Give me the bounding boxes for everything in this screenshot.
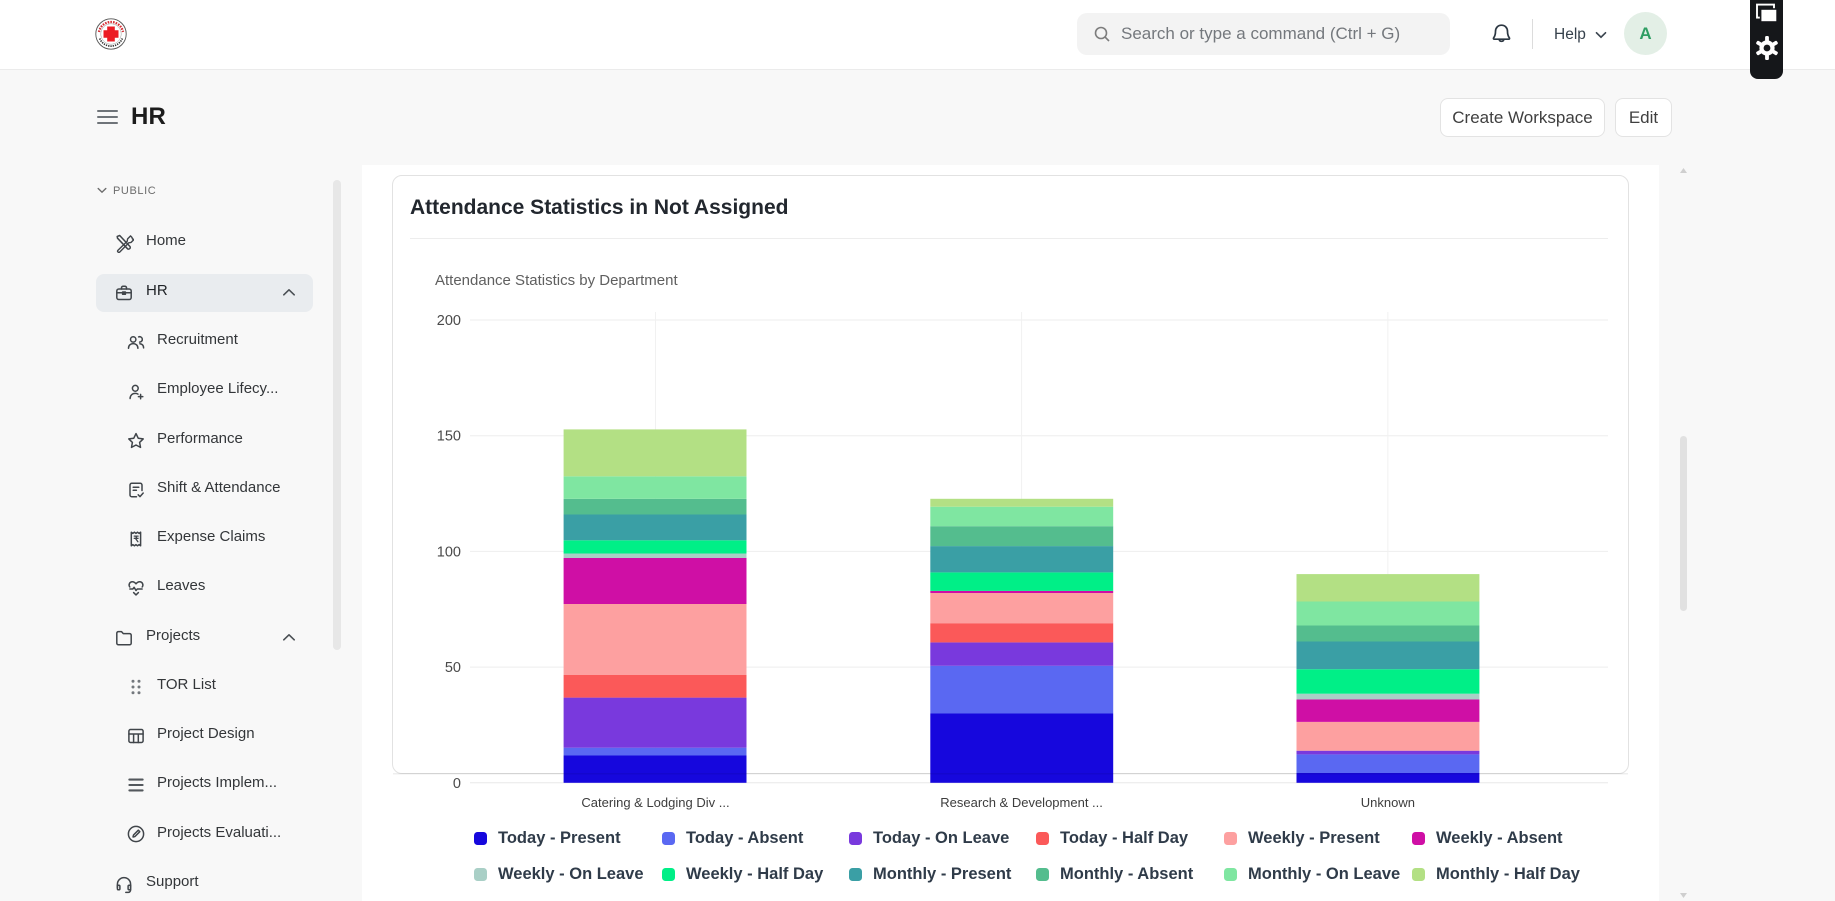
svg-text:50: 50: [445, 660, 461, 676]
svg-text:Unknown: Unknown: [1361, 795, 1415, 810]
svg-text:Catering & Lodging Div ...: Catering & Lodging Div ...: [581, 795, 729, 810]
svg-text:Research & Development ...: Research & Development ...: [940, 795, 1103, 810]
svg-text:150: 150: [437, 429, 461, 445]
svg-text:100: 100: [437, 544, 461, 560]
svg-text:0: 0: [453, 776, 461, 792]
svg-text:200: 200: [437, 313, 461, 329]
